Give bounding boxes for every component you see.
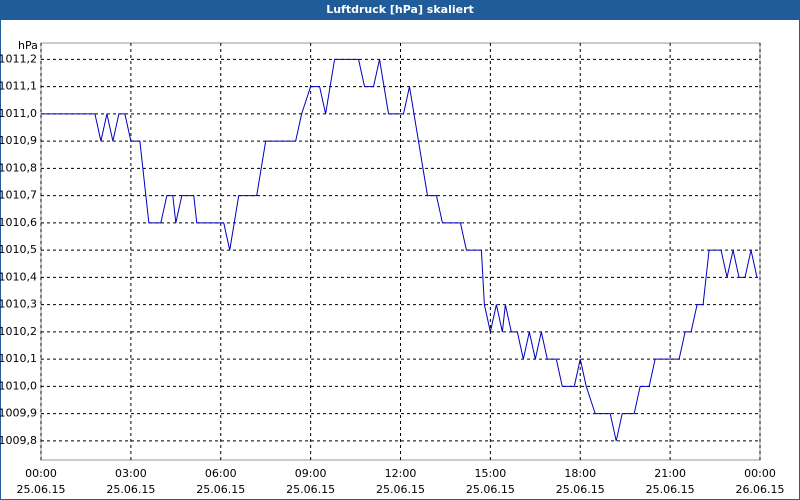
y-tick-label: 1009,9 bbox=[0, 407, 37, 420]
x-tick-date: 25.06.15 bbox=[286, 483, 335, 496]
x-tick-date: 25.06.15 bbox=[196, 483, 245, 496]
x-tick-date: 25.06.15 bbox=[646, 483, 695, 496]
x-tick-date: 25.06.15 bbox=[106, 483, 155, 496]
x-tick-label: 06:00 bbox=[205, 467, 237, 480]
x-tick-date: 25.06.15 bbox=[466, 483, 515, 496]
line bbox=[41, 58, 758, 442]
x-tick-label: 00:00 bbox=[25, 467, 57, 480]
y-unit: hPa bbox=[18, 39, 38, 52]
x-tick-label: 12:00 bbox=[385, 467, 417, 480]
y-tick-label: 1010,9 bbox=[0, 134, 37, 147]
x-tick-label: 09:00 bbox=[295, 467, 327, 480]
x-tick-date: 25.06.15 bbox=[17, 483, 66, 496]
y-tick-label: 1010,3 bbox=[0, 298, 37, 311]
y-tick-label: 1010,2 bbox=[0, 325, 37, 338]
y-tick-label: 1011,0 bbox=[0, 107, 37, 120]
y-tick-label: 1010,0 bbox=[0, 379, 37, 392]
title-bar bbox=[0, 0, 800, 20]
y-tick-label: 1010,5 bbox=[0, 243, 37, 256]
x-tick-date: 25.06.15 bbox=[376, 483, 425, 496]
x-tick-date: 26.06.15 bbox=[736, 483, 785, 496]
chart-title: Luftdruck [hPa] skaliert bbox=[326, 3, 474, 16]
y-tick-label: 1010,8 bbox=[0, 161, 37, 174]
x-tick-label: 18:00 bbox=[564, 467, 596, 480]
y-tick-label: 1010,4 bbox=[0, 270, 37, 283]
y-tick-label: 1011,2 bbox=[0, 52, 37, 65]
x-tick-label: 03:00 bbox=[115, 467, 147, 480]
y-tick-label: 1010,7 bbox=[0, 189, 37, 202]
y-tick-label: 1010,1 bbox=[0, 352, 37, 365]
plot-area bbox=[40, 42, 761, 461]
x-tick-date: 25.06.15 bbox=[556, 483, 605, 496]
x-tick-label: 15:00 bbox=[475, 467, 507, 480]
y-tick-label: 1010,6 bbox=[0, 216, 37, 229]
x-tick-label: 21:00 bbox=[654, 467, 686, 480]
x-tick-label: 00:00 bbox=[744, 467, 776, 480]
y-tick-label: 1011,1 bbox=[0, 80, 37, 93]
y-tick-label: 1009,8 bbox=[0, 434, 37, 447]
